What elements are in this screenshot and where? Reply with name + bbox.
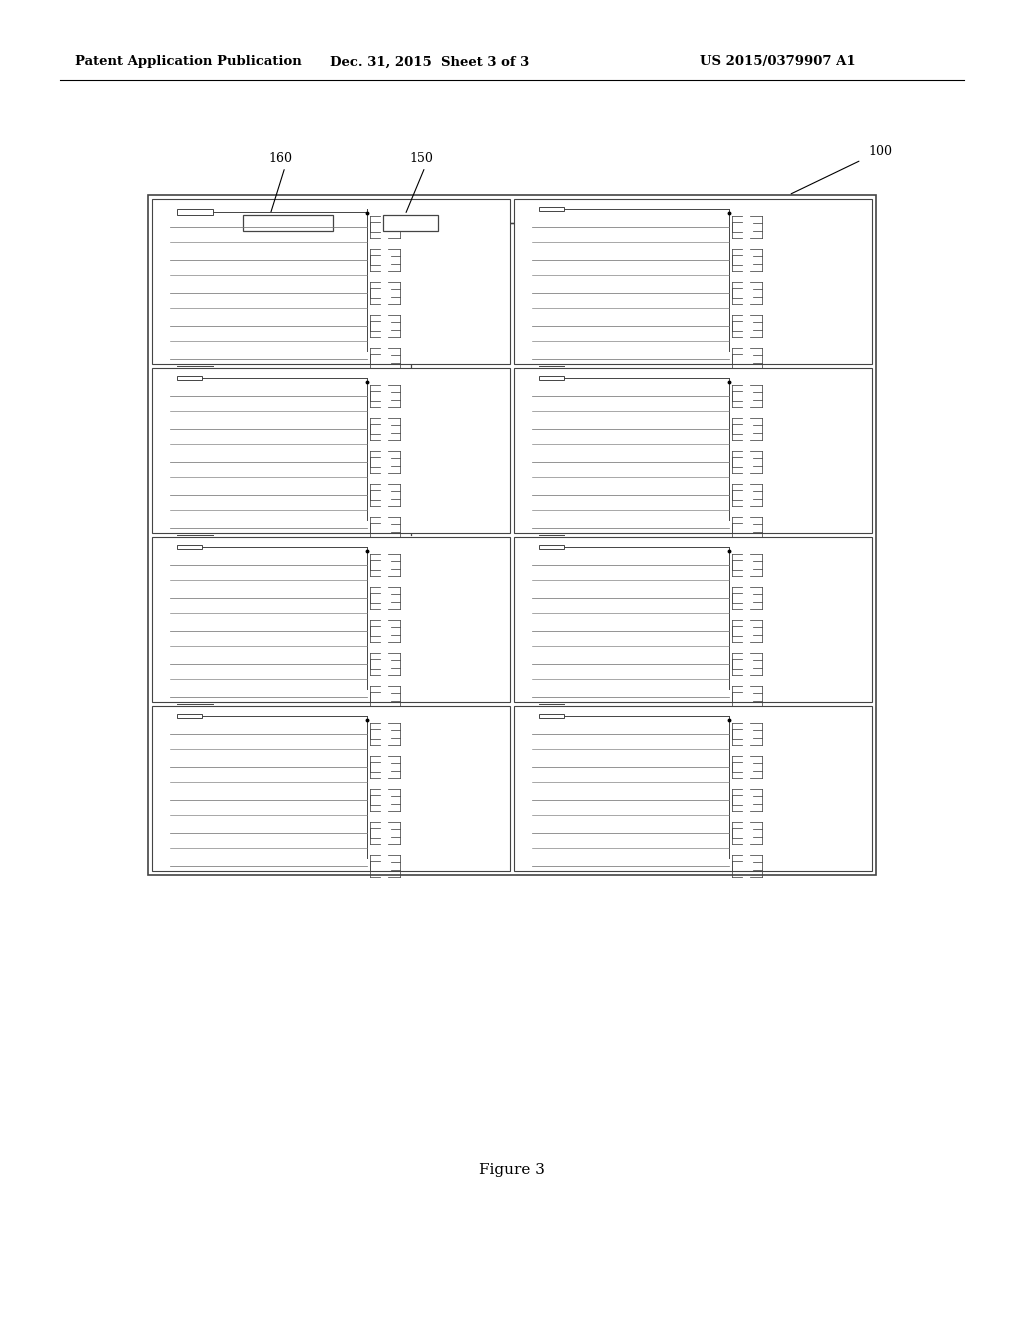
Text: 160: 160 bbox=[268, 152, 292, 165]
Text: Dec. 31, 2015  Sheet 3 of 3: Dec. 31, 2015 Sheet 3 of 3 bbox=[331, 55, 529, 69]
Bar bbox=[539, 714, 564, 718]
Bar bbox=[152, 199, 510, 364]
Bar bbox=[539, 545, 564, 549]
Text: 100: 100 bbox=[868, 145, 893, 158]
Bar bbox=[539, 207, 564, 211]
Bar bbox=[243, 215, 333, 231]
Bar bbox=[539, 376, 564, 380]
Bar bbox=[514, 706, 872, 871]
Bar bbox=[514, 537, 872, 702]
Bar bbox=[177, 376, 202, 380]
Text: Patent Application Publication: Patent Application Publication bbox=[75, 55, 302, 69]
Bar bbox=[177, 210, 213, 215]
Bar bbox=[514, 368, 872, 533]
Bar bbox=[152, 537, 510, 702]
Bar bbox=[383, 215, 438, 231]
Text: US 2015/0379907 A1: US 2015/0379907 A1 bbox=[700, 55, 856, 69]
Bar bbox=[177, 545, 202, 549]
Bar bbox=[152, 368, 510, 533]
Bar bbox=[148, 195, 876, 875]
Text: 150: 150 bbox=[409, 152, 433, 165]
Bar bbox=[177, 714, 202, 718]
Text: Figure 3: Figure 3 bbox=[479, 1163, 545, 1177]
Bar bbox=[514, 199, 872, 364]
Bar bbox=[152, 706, 510, 871]
